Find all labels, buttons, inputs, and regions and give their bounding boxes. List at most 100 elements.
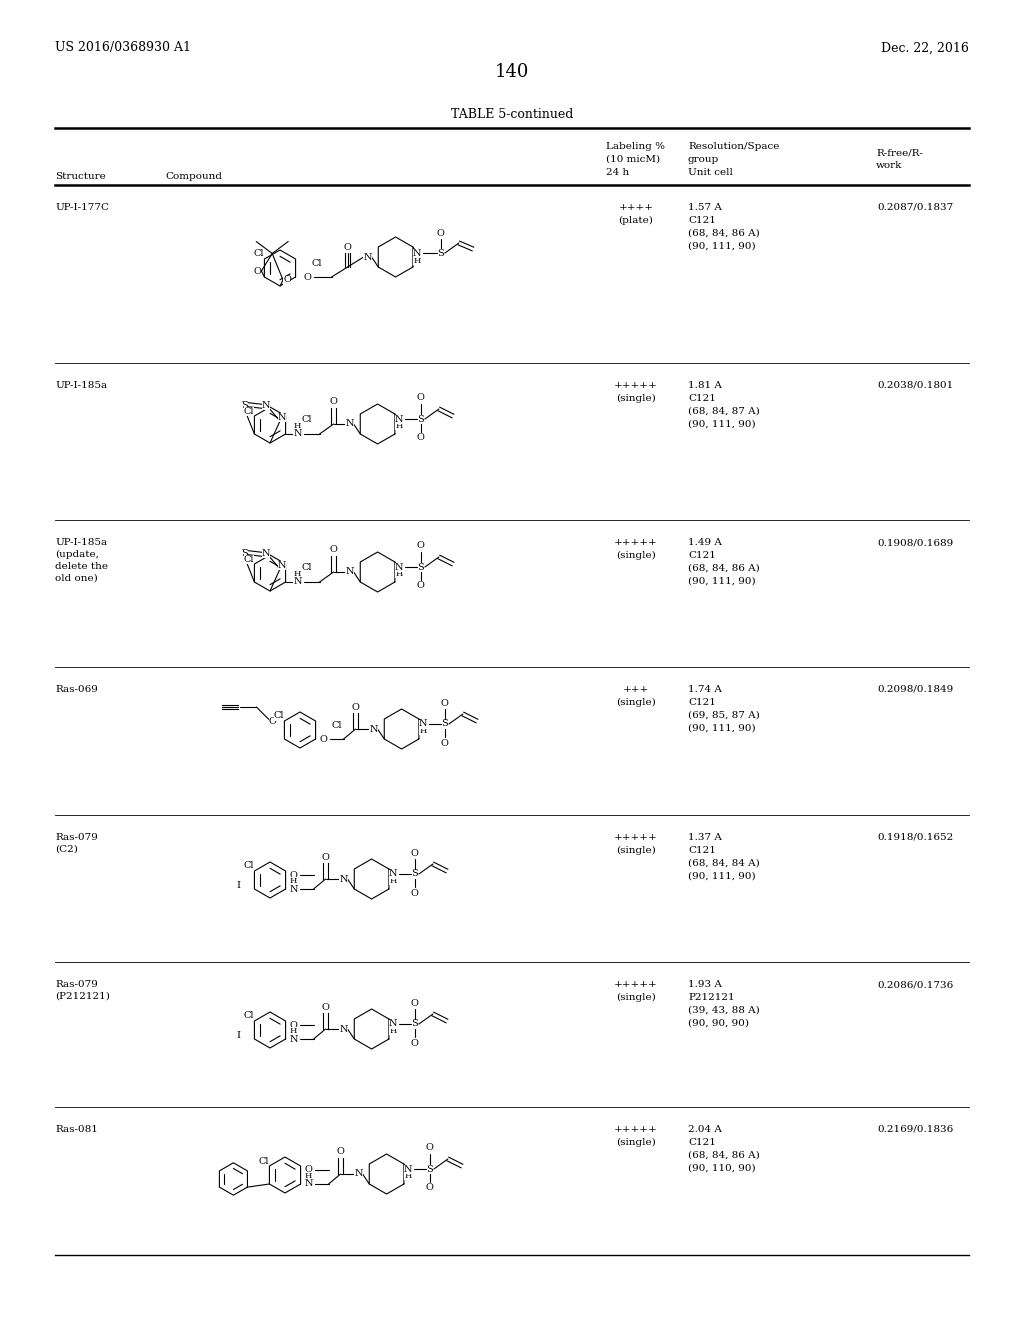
Text: O: O	[351, 702, 359, 711]
Text: (68, 84, 86 A): (68, 84, 86 A)	[688, 564, 760, 573]
Text: Cl: Cl	[244, 1011, 254, 1020]
Text: N: N	[413, 248, 421, 257]
Text: +++++: +++++	[614, 979, 657, 989]
Text: (plate): (plate)	[618, 216, 653, 226]
Text: O: O	[411, 998, 419, 1007]
Text: O: O	[441, 738, 449, 747]
Text: O: O	[426, 1184, 434, 1192]
Text: (single): (single)	[616, 1138, 656, 1147]
Text: N: N	[403, 1164, 412, 1173]
Text: +++++: +++++	[614, 1125, 657, 1134]
Text: N: N	[278, 561, 287, 569]
Text: N: N	[394, 562, 403, 572]
Text: 1.74 A: 1.74 A	[688, 685, 722, 694]
Text: 140: 140	[495, 63, 529, 81]
Text: 1.57 A: 1.57 A	[688, 203, 722, 213]
Text: N: N	[290, 1035, 298, 1044]
Text: Cl: Cl	[311, 259, 323, 268]
Text: O: O	[411, 849, 419, 858]
Text: I: I	[237, 880, 241, 890]
Text: N: N	[345, 420, 354, 429]
Text: O: O	[254, 267, 261, 276]
Text: Cl: Cl	[258, 1156, 269, 1166]
Text: 0.1908/0.1689: 0.1908/0.1689	[878, 539, 954, 546]
Text: ++++: ++++	[618, 203, 653, 213]
Text: N: N	[278, 412, 287, 421]
Text: H: H	[414, 257, 421, 265]
Text: H: H	[389, 876, 396, 884]
Text: Dec. 22, 2016: Dec. 22, 2016	[881, 41, 969, 54]
Text: N: N	[293, 578, 302, 586]
Text: H: H	[395, 570, 402, 578]
Text: 0.1918/0.1652: 0.1918/0.1652	[878, 833, 954, 842]
Text: Unit cell: Unit cell	[688, 168, 733, 177]
Text: O: O	[305, 1166, 312, 1175]
Text: S: S	[241, 401, 248, 411]
Text: O: O	[426, 1143, 434, 1152]
Text: C121: C121	[688, 1138, 716, 1147]
Text: S: S	[437, 248, 444, 257]
Text: H: H	[419, 727, 427, 735]
Text: 1.93 A: 1.93 A	[688, 979, 722, 989]
Text: C121: C121	[688, 216, 716, 224]
Text: O: O	[417, 541, 425, 550]
Text: S: S	[412, 1019, 418, 1028]
Text: (single): (single)	[616, 846, 656, 855]
Text: 0.2086/0.1736: 0.2086/0.1736	[878, 979, 954, 989]
Text: H: H	[294, 570, 301, 578]
Text: N: N	[339, 874, 348, 883]
Text: O: O	[322, 1002, 330, 1011]
Text: N: N	[389, 1019, 397, 1028]
Text: Ras-081: Ras-081	[55, 1125, 98, 1134]
Text: 24 h: 24 h	[606, 168, 630, 177]
Text: O: O	[437, 228, 444, 238]
Text: UP-I-177C: UP-I-177C	[55, 203, 109, 213]
Text: Ras-069: Ras-069	[55, 685, 98, 694]
Text: N: N	[262, 400, 270, 409]
Text: O: O	[417, 433, 425, 442]
Text: 1.37 A: 1.37 A	[688, 833, 722, 842]
Text: Structure: Structure	[55, 172, 105, 181]
Text: I: I	[237, 1031, 241, 1040]
Text: 0.2038/0.1801: 0.2038/0.1801	[878, 381, 954, 389]
Text: S: S	[418, 562, 424, 572]
Text: N: N	[339, 1024, 348, 1034]
Text: H: H	[294, 422, 301, 430]
Text: H: H	[404, 1172, 412, 1180]
Text: N: N	[394, 414, 403, 424]
Text: +++: +++	[623, 685, 649, 694]
Text: O: O	[319, 734, 328, 743]
Text: (90, 111, 90): (90, 111, 90)	[688, 873, 756, 880]
Text: O: O	[330, 397, 338, 407]
Text: 0.2087/0.1837: 0.2087/0.1837	[878, 203, 954, 213]
Text: work: work	[876, 161, 902, 170]
Text: Ras-079
(P212121): Ras-079 (P212121)	[55, 979, 110, 1001]
Text: US 2016/0368930 A1: US 2016/0368930 A1	[55, 41, 191, 54]
Text: H: H	[290, 876, 297, 884]
Text: O: O	[417, 582, 425, 590]
Text: 1.49 A: 1.49 A	[688, 539, 722, 546]
Text: N: N	[304, 1180, 313, 1188]
Text: (68, 84, 87 A): (68, 84, 87 A)	[688, 407, 760, 416]
Text: N: N	[419, 719, 427, 729]
Text: Cl: Cl	[244, 554, 254, 564]
Text: H: H	[290, 1027, 297, 1035]
Text: 0.2098/0.1849: 0.2098/0.1849	[878, 685, 954, 694]
Text: N: N	[345, 568, 354, 577]
Text: O: O	[417, 393, 425, 403]
Text: (68, 84, 84 A): (68, 84, 84 A)	[688, 859, 760, 869]
Text: +++++: +++++	[614, 381, 657, 389]
Text: +++++: +++++	[614, 833, 657, 842]
Text: Cl: Cl	[273, 711, 284, 721]
Text: S: S	[441, 719, 449, 729]
Text: +++++: +++++	[614, 539, 657, 546]
Text: (single): (single)	[616, 993, 656, 1002]
Text: (90, 111, 90): (90, 111, 90)	[688, 723, 756, 733]
Text: O: O	[290, 1020, 298, 1030]
Text: O: O	[290, 870, 298, 879]
Text: O: O	[337, 1147, 344, 1156]
Text: Cl: Cl	[302, 564, 312, 573]
Text: C121: C121	[688, 846, 716, 855]
Text: (single): (single)	[616, 393, 656, 403]
Text: H: H	[389, 1027, 396, 1035]
